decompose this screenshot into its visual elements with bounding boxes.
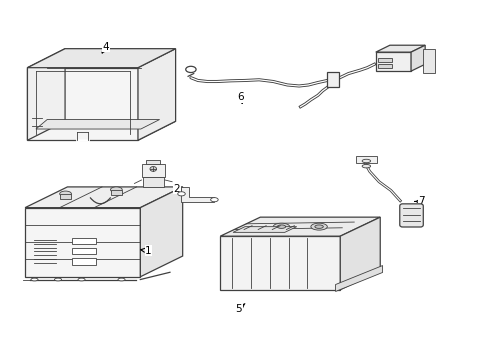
Ellipse shape <box>60 191 72 197</box>
Polygon shape <box>376 52 411 71</box>
Bar <box>72 238 96 244</box>
Ellipse shape <box>273 223 290 230</box>
Polygon shape <box>327 72 339 87</box>
Polygon shape <box>233 227 297 232</box>
Polygon shape <box>220 236 340 290</box>
Polygon shape <box>423 49 435 73</box>
Text: 7: 7 <box>415 197 425 206</box>
Polygon shape <box>27 121 175 140</box>
Polygon shape <box>220 217 380 236</box>
Text: 2: 2 <box>173 184 183 194</box>
Polygon shape <box>27 68 138 140</box>
Polygon shape <box>25 187 183 208</box>
Polygon shape <box>111 190 122 195</box>
Polygon shape <box>27 49 175 68</box>
Polygon shape <box>336 266 383 292</box>
Ellipse shape <box>211 198 218 202</box>
Ellipse shape <box>362 159 370 163</box>
Polygon shape <box>356 156 377 163</box>
Bar <box>378 58 392 62</box>
Ellipse shape <box>31 278 38 281</box>
Polygon shape <box>25 208 140 277</box>
Polygon shape <box>340 217 380 290</box>
Ellipse shape <box>118 278 125 281</box>
Ellipse shape <box>178 192 185 196</box>
Polygon shape <box>140 187 183 277</box>
Polygon shape <box>143 176 164 187</box>
Text: 4: 4 <box>102 42 110 53</box>
Ellipse shape <box>150 167 157 171</box>
Bar <box>378 64 392 68</box>
Polygon shape <box>376 45 425 52</box>
Polygon shape <box>142 165 165 176</box>
Text: 1: 1 <box>141 246 152 256</box>
Ellipse shape <box>186 66 196 72</box>
Polygon shape <box>36 120 160 129</box>
Ellipse shape <box>277 225 286 228</box>
Polygon shape <box>411 45 425 71</box>
Text: 6: 6 <box>237 92 244 103</box>
Bar <box>72 258 96 265</box>
Ellipse shape <box>110 187 122 193</box>
Polygon shape <box>181 187 215 202</box>
Ellipse shape <box>311 223 327 230</box>
Polygon shape <box>146 160 160 165</box>
Bar <box>72 248 96 254</box>
Text: 5: 5 <box>236 303 245 314</box>
Ellipse shape <box>54 278 62 281</box>
Polygon shape <box>138 49 175 140</box>
Ellipse shape <box>362 165 370 168</box>
Ellipse shape <box>315 225 323 228</box>
Polygon shape <box>60 194 71 199</box>
FancyBboxPatch shape <box>400 204 423 227</box>
Ellipse shape <box>78 278 85 281</box>
Text: 3: 3 <box>150 163 157 174</box>
Polygon shape <box>27 49 65 140</box>
